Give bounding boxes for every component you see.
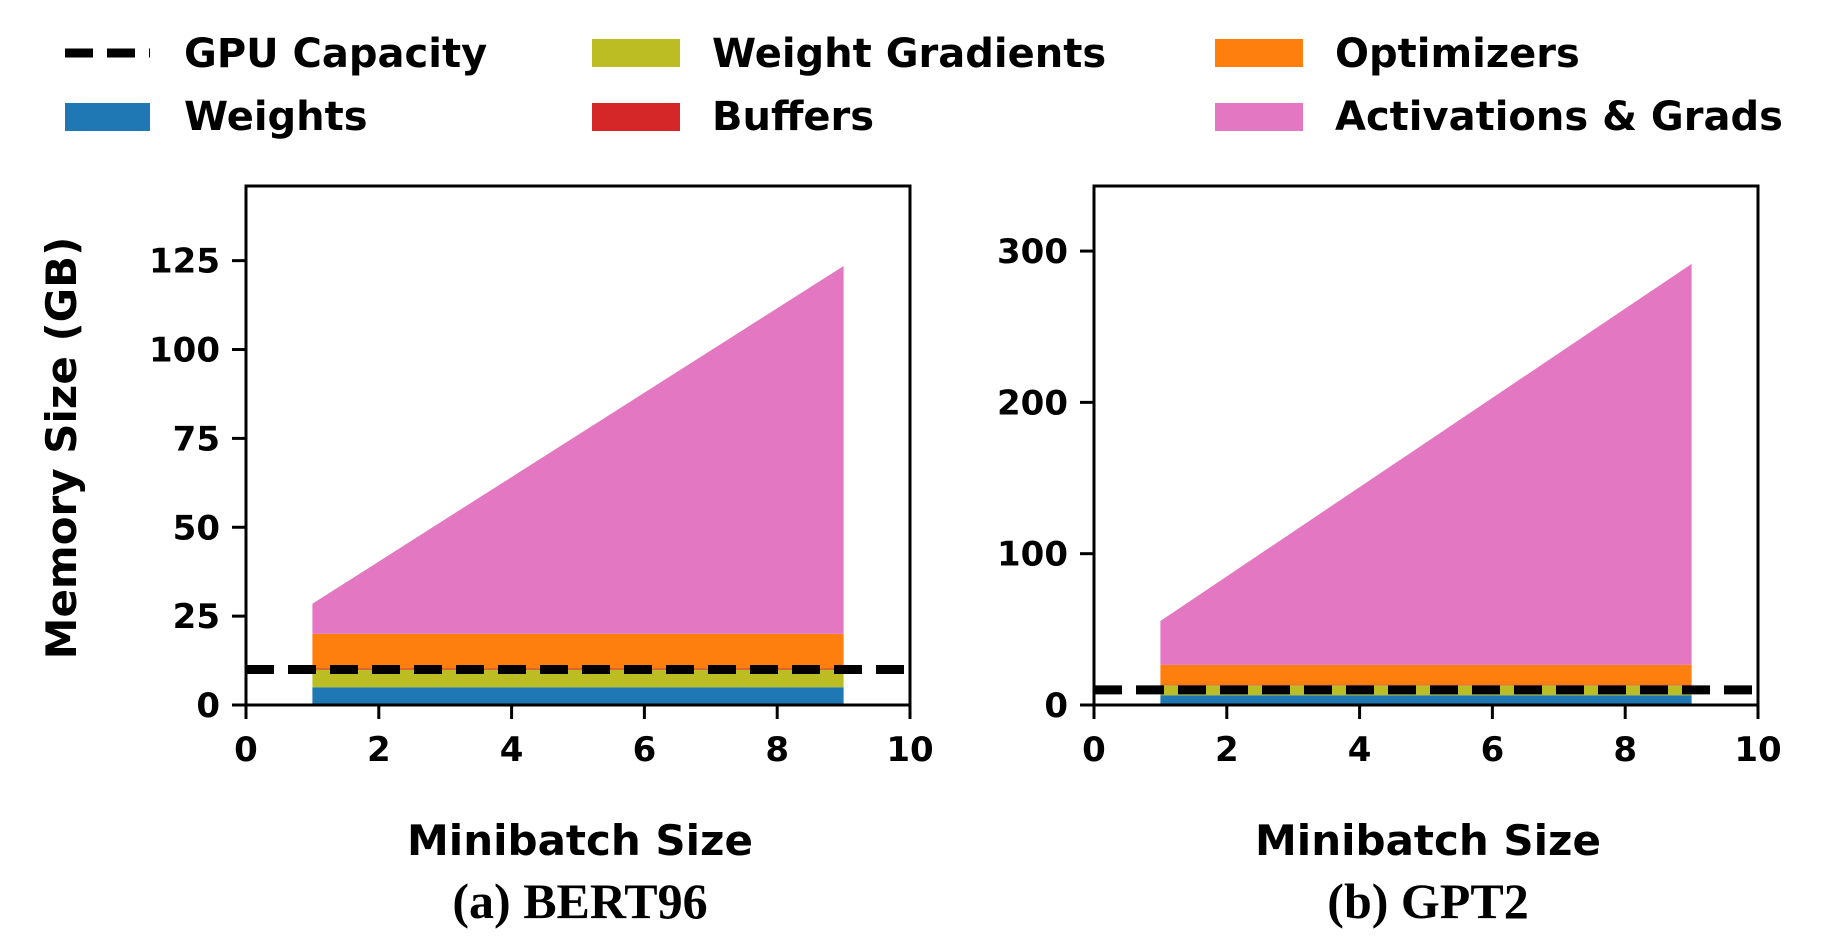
area-optimizers	[312, 633, 844, 669]
y-tick-label: 50	[173, 508, 220, 548]
x-tick-label: 4	[500, 730, 524, 770]
legend-item-buffers: Buffers	[592, 94, 874, 140]
legend-swatch-weight-gradients	[592, 39, 680, 67]
area-activations-grads	[1160, 263, 1692, 665]
y-tick-label: 200	[997, 383, 1068, 423]
legend-item-optimizers: Optimizers	[1215, 31, 1580, 77]
legend-label-activations: Activations & Grads	[1335, 94, 1783, 140]
legend-swatch-buffers	[592, 103, 680, 131]
legend-label-buffers: Buffers	[712, 94, 874, 140]
legend-swatch-activations	[1215, 103, 1303, 131]
legend-label-weight-gradients: Weight Gradients	[712, 31, 1106, 77]
legend-label-optimizers: Optimizers	[1335, 31, 1580, 77]
y-tick-label: 0	[1044, 686, 1068, 726]
y-tick-label: 75	[173, 419, 220, 459]
legend-label-weights: Weights	[184, 94, 368, 140]
plot-area	[312, 266, 844, 705]
x-axis-label: Minibatch Size	[1255, 816, 1601, 865]
x-tick-label: 8	[765, 730, 789, 770]
y-tick-label: 100	[997, 535, 1068, 575]
plot-area	[1160, 263, 1692, 705]
legend-swatch-optimizers	[1215, 39, 1303, 67]
plot-frame	[1092, 184, 1760, 707]
legend-item-gpu-capacity: GPU Capacity	[65, 31, 487, 77]
y-tick-label: 0	[196, 686, 220, 726]
legend-swatch-weights	[65, 103, 150, 131]
x-tick-label: 10	[886, 730, 933, 770]
y-tick-label: 300	[997, 232, 1068, 272]
chart-caption: (b) GPT2	[1327, 873, 1528, 929]
x-tick-label: 0	[234, 730, 258, 770]
x-tick-label: 0	[1082, 730, 1106, 770]
y-tick-label: 125	[149, 242, 220, 282]
x-tick-label: 2	[367, 730, 391, 770]
y-axis-label: Memory Size (GB)	[37, 237, 86, 660]
x-axis-label: Minibatch Size	[407, 816, 753, 865]
area-activations-grads	[312, 266, 844, 634]
y-tick-label: 25	[173, 597, 220, 637]
area-weights	[312, 687, 844, 705]
area-buffers	[1160, 684, 1692, 686]
x-tick-label: 6	[633, 730, 657, 770]
chart-caption: (a) BERT96	[452, 873, 707, 929]
x-tick-label: 4	[1348, 730, 1372, 770]
x-tick-label: 6	[1481, 730, 1505, 770]
legend-label-gpu-capacity: GPU Capacity	[184, 31, 487, 77]
legend: GPU Capacity Weights Weight Gradients Bu…	[65, 31, 1783, 140]
area-optimizers	[1160, 664, 1692, 685]
area-weights	[1160, 695, 1692, 705]
x-tick-label: 2	[1215, 730, 1239, 770]
plot-frame	[244, 184, 912, 707]
x-tick-label: 10	[1734, 730, 1781, 770]
x-tick-label: 8	[1613, 730, 1637, 770]
legend-item-weights: Weights	[65, 94, 368, 140]
legend-item-weight-gradients: Weight Gradients	[592, 31, 1106, 77]
y-tick-label: 100	[149, 331, 220, 371]
legend-item-activations: Activations & Grads	[1215, 94, 1783, 140]
